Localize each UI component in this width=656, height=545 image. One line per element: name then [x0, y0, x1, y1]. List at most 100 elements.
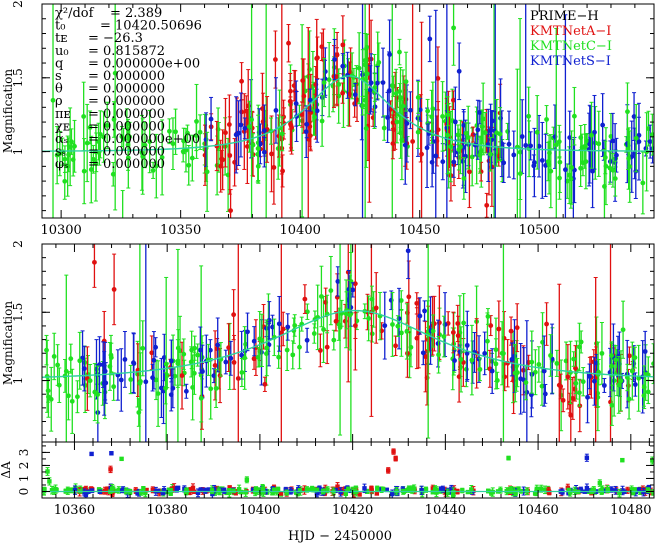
x-tick-label: 10440 [425, 503, 466, 518]
data-point [613, 485, 618, 495]
data-point [393, 455, 398, 462]
data-point [290, 340, 296, 370]
legend-kmtnet-s: KMTNetS−I [530, 54, 611, 69]
data-point [458, 326, 464, 393]
data-point [87, 363, 93, 398]
data-point [235, 244, 241, 442]
data-point [452, 86, 458, 158]
data-point [119, 456, 124, 462]
data-point [231, 334, 237, 390]
data-point [506, 455, 511, 461]
data-point [331, 329, 337, 351]
data-point [489, 348, 495, 394]
data-point [309, 485, 315, 492]
data-point [460, 487, 465, 494]
data-point [390, 292, 395, 357]
data-point [227, 116, 233, 195]
data-point [642, 330, 648, 373]
data-point [381, 115, 387, 141]
data-point [400, 69, 406, 143]
data-point [386, 467, 391, 474]
param-symbol: s [55, 69, 62, 84]
data-point [167, 118, 172, 145]
data-point [68, 343, 74, 374]
x-tick-label: 10460 [517, 503, 558, 518]
data-point [75, 380, 80, 414]
data-point [501, 244, 506, 442]
param-value: = 0.000000 [88, 119, 165, 134]
data-point [332, 38, 337, 81]
data-point [369, 485, 374, 492]
data-point [584, 453, 590, 462]
x-tick-label: 10400 [280, 223, 321, 238]
data-point [543, 133, 548, 198]
data-point [547, 140, 552, 166]
data-point [641, 487, 646, 497]
data-point [183, 383, 189, 399]
data-point [601, 378, 607, 393]
data-point [539, 366, 545, 406]
data-point [238, 92, 244, 158]
data-point [115, 349, 121, 401]
data-point [112, 4, 118, 211]
data-point [571, 86, 577, 146]
data-point [204, 131, 210, 212]
data-point [364, 33, 370, 114]
data-point [197, 326, 203, 374]
data-point [159, 119, 165, 196]
param-value: = 0.815872 [88, 44, 165, 59]
data-point [517, 147, 523, 201]
data-point [102, 341, 108, 401]
y-tick-label: 1 [11, 148, 25, 156]
data-point [143, 244, 149, 442]
data-point [163, 372, 168, 405]
data-point [506, 110, 512, 178]
data-point [347, 61, 352, 127]
data-point [89, 451, 94, 457]
data-point [285, 313, 291, 341]
data-point [467, 135, 472, 209]
data-point [324, 330, 330, 365]
data-point [321, 58, 327, 108]
data-point [92, 244, 97, 288]
param-value: = −26.3 [88, 31, 143, 46]
data-point [529, 330, 535, 394]
data-point [314, 78, 320, 143]
data-point [197, 114, 203, 150]
data-point [50, 4, 56, 218]
data-point [304, 327, 310, 353]
x-tick-label: 10450 [399, 223, 440, 238]
data-point [317, 333, 323, 368]
data-point [360, 95, 365, 116]
data-point [151, 331, 157, 390]
data-point [335, 266, 341, 297]
data-point [398, 66, 403, 128]
data-point [301, 58, 307, 134]
data-point [599, 485, 604, 495]
data-point [333, 311, 339, 332]
data-point [393, 68, 399, 119]
data-point [328, 255, 334, 326]
panel-frames [41, 3, 655, 499]
data-point [600, 93, 606, 157]
data-point [65, 486, 70, 495]
data-point [69, 128, 74, 155]
data-point [273, 77, 279, 144]
x-tick-label: 10480 [610, 503, 651, 518]
data-point [239, 357, 245, 388]
data-point [255, 347, 261, 368]
data-point [509, 342, 515, 377]
data-point [585, 371, 590, 424]
data-point [469, 324, 475, 396]
param-symbol: χ²/dof [55, 6, 95, 21]
data-point [109, 451, 114, 456]
data-point [299, 101, 305, 128]
param-symbol: tᴇ [55, 31, 67, 46]
data-point [571, 351, 577, 367]
data-point [519, 99, 525, 174]
data-point [369, 325, 375, 343]
data-point [128, 364, 134, 395]
data-point [351, 486, 356, 495]
data-point [239, 62, 244, 101]
data-point [108, 465, 113, 474]
